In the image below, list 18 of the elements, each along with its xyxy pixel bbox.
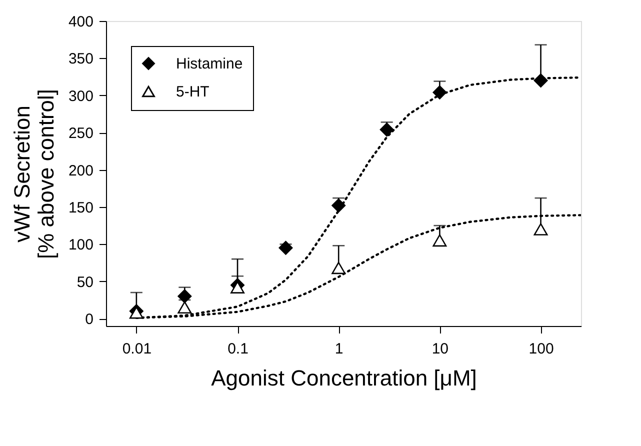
y-tick-label: 350 xyxy=(68,50,94,68)
y-tick-label: 200 xyxy=(68,162,94,180)
x-tick-label: 0.01 xyxy=(122,340,152,358)
x-tick-label: 1 xyxy=(334,340,344,358)
legend-label: Histamine xyxy=(176,56,243,72)
y-tick-label: 250 xyxy=(68,125,94,142)
y-tick-label: 300 xyxy=(68,88,94,105)
y-tick-label: 0 xyxy=(85,311,94,328)
y-tick-label: 150 xyxy=(68,199,94,216)
y-tick-label: 100 xyxy=(68,236,94,254)
x-tick-label: 100 xyxy=(528,340,554,358)
y-axis-title: vWf Secretion [% above control] xyxy=(9,89,58,259)
legend-label: 5-HT xyxy=(176,84,210,100)
x-tick-label: 0.1 xyxy=(228,340,248,358)
x-axis-title: Agonist Concentration [μM] xyxy=(211,366,477,390)
y-tick-label: 50 xyxy=(76,274,94,291)
y-tick-label: 400 xyxy=(68,14,94,30)
x-tick-label: 10 xyxy=(432,340,449,358)
